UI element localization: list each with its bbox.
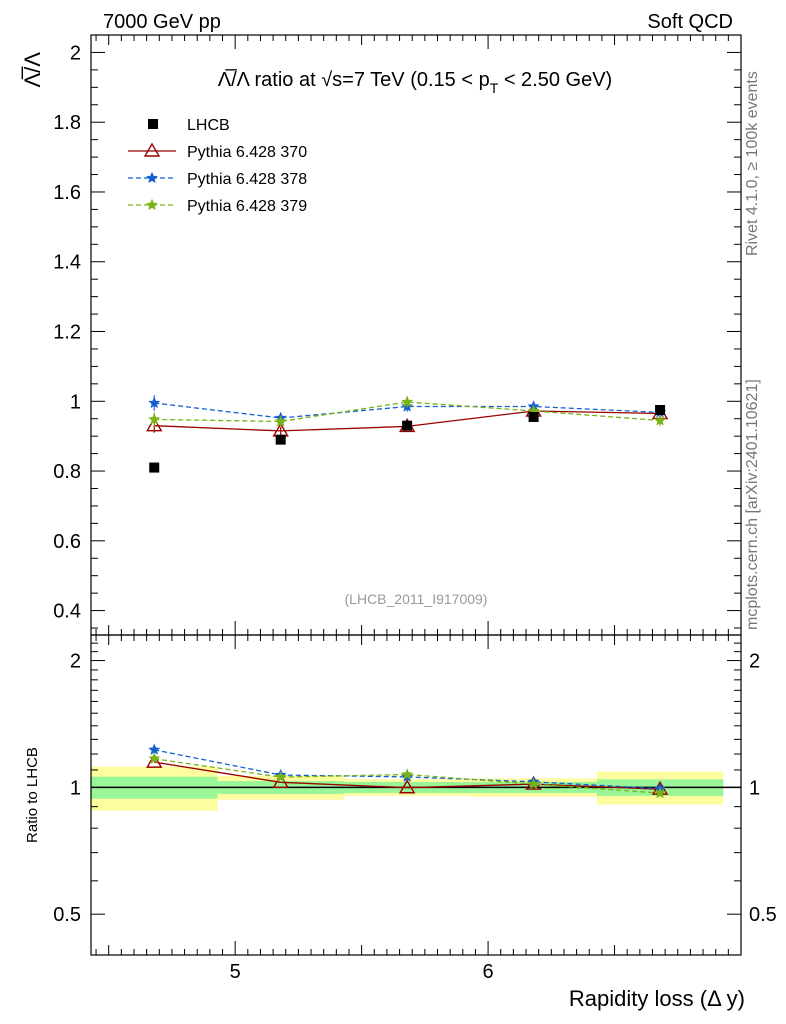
- series-ratio-line: [154, 761, 661, 790]
- series-ratio-point: [272, 773, 289, 789]
- ratio-y-tick-label-right: 2: [749, 651, 760, 673]
- data-point: [402, 420, 413, 431]
- data-point: [275, 434, 286, 445]
- header-left-label: 7000 GeV pp: [103, 11, 221, 33]
- chart-title-main: Λ̅/Λ ratio at √s=7 TeV (0.15 < p: [218, 68, 490, 91]
- ratio-y-tick-label-right: 1: [749, 777, 760, 799]
- series-ratio-point: [274, 770, 287, 783]
- series-point: [654, 414, 667, 426]
- main-y-tick-label: 0.4: [53, 601, 81, 623]
- chart-title-tail: < 2.50 GeV): [498, 69, 612, 91]
- series-line: [154, 402, 661, 419]
- main-y-tick-label: 1.8: [53, 112, 81, 134]
- chart-title: Λ̅/Λ ratio at √s=7 TeV (0.15 < pT < 2.50…: [218, 68, 612, 96]
- plot-frames: [90, 34, 742, 956]
- series-point: [401, 395, 414, 408]
- main-y-tick-label: 0.6: [53, 531, 81, 553]
- series-ratio-point: [654, 786, 667, 799]
- main-y-tick-label: 1: [70, 391, 81, 413]
- legend-series-marker: [146, 198, 158, 211]
- series-point: [274, 415, 287, 427]
- ratio-y-tick-label: 1: [70, 777, 81, 799]
- legend-series-label: Pythia 6.428 370: [187, 144, 307, 161]
- series-point: [148, 413, 161, 425]
- main-y-tick-label: 0.8: [53, 461, 81, 483]
- legend-series-marker: [146, 171, 158, 184]
- series-ratio-point: [148, 743, 161, 755]
- ratio-y-axis-label: Ratio to LHCB: [24, 747, 41, 843]
- main-y-tick-label: 1.2: [53, 322, 81, 344]
- legend-data-marker: [148, 119, 158, 129]
- series-point: [148, 396, 161, 409]
- main-y-tick-label: 1.4: [53, 252, 81, 274]
- x-tick-label: 5: [230, 961, 241, 983]
- series-ratio-point: [148, 752, 161, 764]
- legend-series-marker: [143, 142, 161, 157]
- legend-series-label: Pythia 6.428 379: [187, 198, 307, 215]
- data-point: [149, 462, 160, 473]
- analysis-watermark: (LHCB_2011_I917009): [345, 591, 488, 607]
- series-ratio-point: [398, 779, 416, 794]
- x-axis-label: Rapidity loss (Δ y): [569, 986, 745, 1011]
- data-point: [655, 405, 666, 415]
- main-y-axis-label: Λ̅/Λ: [20, 52, 45, 88]
- legend: LHCB Pythia 6.428 370 Pythia 6.428 378 Pyth…: [128, 117, 307, 215]
- main-y-tick-label: 1.6: [53, 182, 81, 204]
- ratio-y-tick-label: 0.5: [53, 904, 81, 926]
- legend-data-label: LHCB: [187, 117, 230, 134]
- series-ratio-point: [146, 753, 163, 768]
- ratio-y-tick-label-right: 0.5: [749, 904, 777, 926]
- header-right-label: Soft QCD: [647, 11, 733, 33]
- series-ratio-point: [527, 777, 540, 790]
- legend-series-label: Pythia 6.428 378: [187, 171, 307, 188]
- series-ratio-point: [401, 768, 414, 780]
- chart-title-subscript: T: [490, 80, 499, 96]
- ratio-y-tick-label: 2: [70, 651, 81, 673]
- data-point: [528, 411, 539, 422]
- series-line: [154, 401, 661, 423]
- x-tick-label: 6: [483, 961, 494, 983]
- data-marks: [146, 395, 669, 799]
- axis-ticks: 0.4 0.6 0.8 1 1.2 1.4 1.6 1.8 2 0.5 0.5 1 1 2 2 5 6: [53, 35, 777, 983]
- ratio-panel-frame: [90, 634, 742, 956]
- series-point: [146, 417, 163, 432]
- main-y-tick-label: 2: [70, 42, 81, 64]
- series-ratio-line: [154, 749, 661, 790]
